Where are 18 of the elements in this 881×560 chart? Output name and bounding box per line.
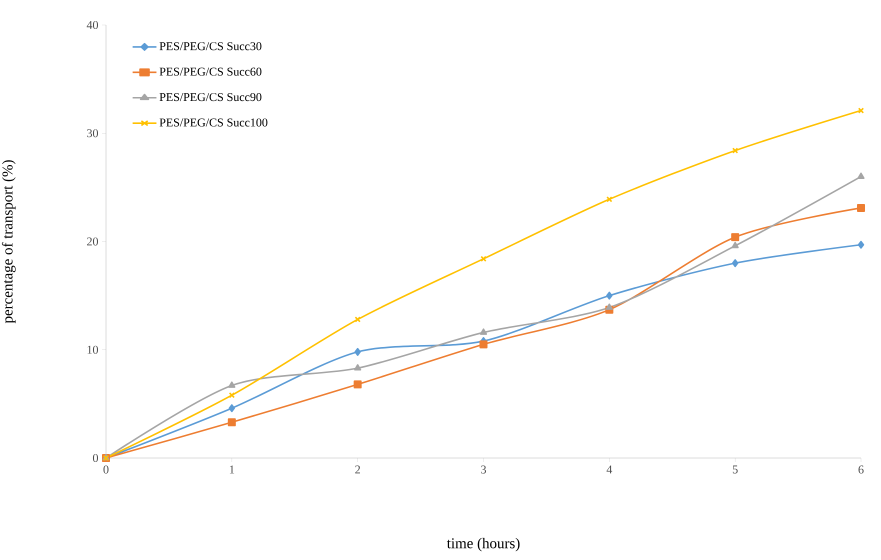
x-axis-title: time (hours) xyxy=(446,538,520,552)
y-tick-label: 10 xyxy=(88,346,98,354)
legend-label: PES/PEG/CS Succ60 xyxy=(160,68,262,76)
legend-label: PES/PEG/CS Succ90 xyxy=(160,93,262,102)
y-tick-label: 40 xyxy=(86,20,98,30)
x-tick-label: 5 xyxy=(732,466,738,474)
legend-label: PES/PEG/CS Succ30 xyxy=(160,42,262,50)
y-tick-label: 0 xyxy=(92,454,98,462)
x-tick-label: 2 xyxy=(355,466,360,474)
x-tick-label: 6 xyxy=(858,466,864,474)
y-tick-label: 30 xyxy=(87,129,98,138)
x-tick-label: 0 xyxy=(103,466,109,474)
x-tick-label: 4 xyxy=(606,466,612,474)
legend-label: PES/PEG/CS Succ100 xyxy=(160,118,268,127)
x-tick-label: 3 xyxy=(481,466,486,474)
x-tick-label: 1 xyxy=(230,466,234,474)
y-axis-title: percentage of transport (%) xyxy=(2,160,16,324)
y-tick-label: 20 xyxy=(87,237,98,246)
